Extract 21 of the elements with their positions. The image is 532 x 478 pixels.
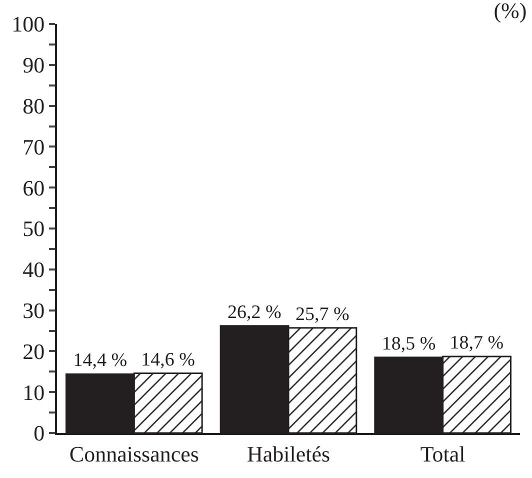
data-label: 26,2 % [228, 302, 282, 323]
x-tick-label: Habiletés [246, 441, 330, 466]
chart-title: (%) [494, 0, 527, 23]
y-tick-label: 60 [22, 175, 45, 200]
y-tick-label: 40 [22, 257, 45, 282]
y-tick-label: 90 [22, 52, 45, 78]
x-tick-label: Connaissances [69, 441, 199, 466]
data-label: 18,5 % [382, 333, 436, 354]
y-tick-label: 0 [34, 420, 45, 446]
y-tick-label: 30 [22, 298, 45, 323]
y-tick-label: 50 [22, 216, 45, 242]
data-label: 14,4 % [73, 350, 128, 372]
data-label: 18,7 % [450, 332, 504, 354]
y-tick-label: 20 [22, 338, 45, 364]
data-label: 25,7 % [295, 304, 350, 325]
y-tick-label: 70 [22, 134, 45, 160]
y-tick-label: 80 [22, 94, 45, 118]
x-tick-label: Total [420, 441, 466, 466]
data-label: 14,6 % [141, 349, 196, 370]
y-tick-label: 10 [22, 380, 45, 405]
y-tick-label: 100 [12, 12, 45, 37]
